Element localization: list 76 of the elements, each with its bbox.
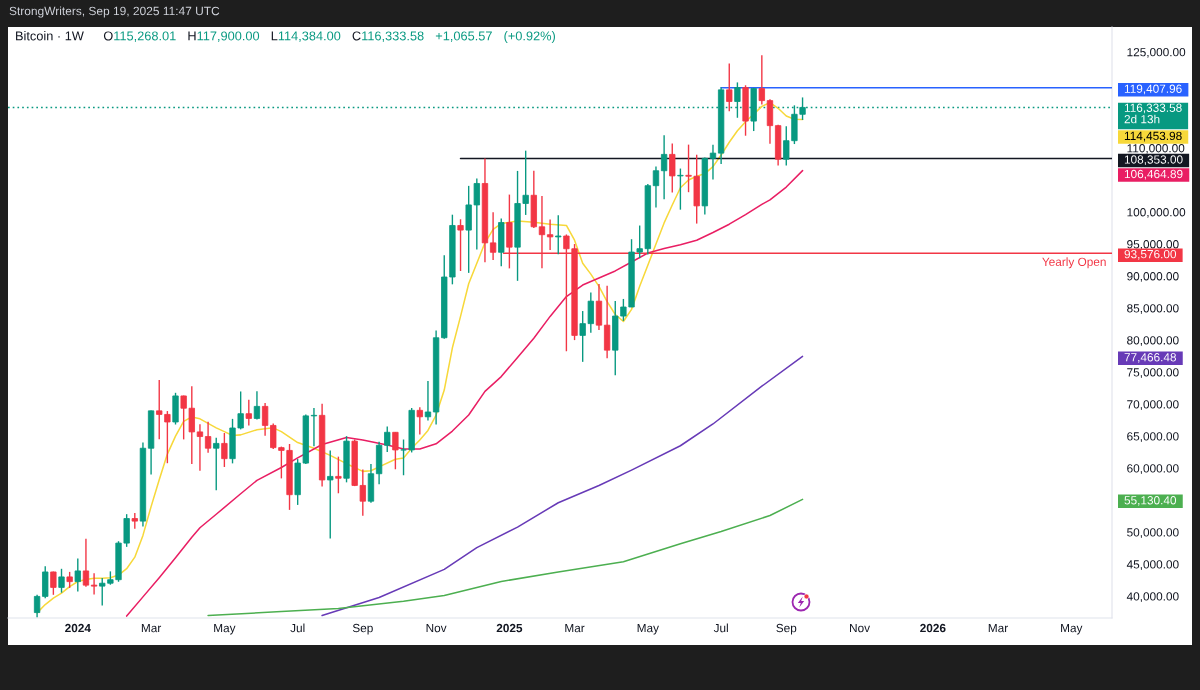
x-tick-label: Nov <box>850 623 871 633</box>
x-tick-label: Mar <box>565 623 585 633</box>
candlestick <box>669 142 676 194</box>
candlestick <box>677 167 684 211</box>
x-tick-label: 2025 <box>496 623 523 633</box>
series-label: Yearly Open <box>1042 257 1106 269</box>
y-tick-label: 40,000.00 <box>1126 592 1179 603</box>
candlestick <box>709 143 717 181</box>
y-tick-label: 80,000.00 <box>1127 336 1179 346</box>
candlestick <box>595 283 603 331</box>
y-tick-label: 110,000.00 <box>1127 144 1185 154</box>
line-series <box>321 355 804 617</box>
x-tick-label: May <box>1061 623 1083 635</box>
candlestick <box>221 432 228 468</box>
candlestick <box>424 380 432 422</box>
chart-title: Bitcoin · 1W <box>16 31 84 41</box>
text: 114,453.98 <box>1124 131 1182 142</box>
y-tick-label: 45,000.00 <box>1126 560 1179 570</box>
candlestick <box>310 407 318 447</box>
candlestick <box>660 134 668 200</box>
candlestick <box>758 54 765 106</box>
candlestick <box>327 449 334 540</box>
x-tick-label: Sep <box>776 623 797 635</box>
y-tick-label: 75,000.00 <box>1127 368 1179 378</box>
candlestick <box>457 218 464 272</box>
data-label: 119,407.96 <box>1124 84 1182 95</box>
y-tick-label: 70,000.00 <box>1127 400 1179 410</box>
candlestick <box>196 423 204 472</box>
text: StrongWriters, Sep 19, 2025 11:47 UTC <box>9 6 220 18</box>
candlestick <box>90 572 98 596</box>
candlestick <box>392 431 399 470</box>
x-tick-label: Mar <box>988 623 1008 633</box>
candlestick <box>33 593 41 618</box>
candlestick <box>58 568 65 594</box>
candlestick <box>652 165 660 209</box>
data-label: 108,353.00 <box>1124 155 1183 166</box>
line-series <box>125 169 804 617</box>
text: 106,464.89 <box>1124 169 1183 180</box>
y-tick-label: 65,000.00 <box>1127 432 1179 442</box>
x-tick-label: 2024 <box>65 623 91 633</box>
candlestick <box>245 399 252 427</box>
candlestick <box>50 570 57 596</box>
y-tick-label: 60,000.00 <box>1127 464 1179 474</box>
y-tick-label: 50,000.00 <box>1127 528 1179 538</box>
candlestick <box>82 538 90 588</box>
x-tick-label: Mar <box>141 623 162 633</box>
candlestick <box>555 214 562 256</box>
x-tick-label: Jul <box>713 623 728 633</box>
line-series <box>207 498 804 617</box>
text: 55,130.40 <box>1124 496 1177 506</box>
y-tick-label: 125,000.00 <box>1127 48 1186 58</box>
candlestick <box>74 557 81 593</box>
candlestick <box>384 425 391 453</box>
x-tick-label: Sep <box>352 623 373 635</box>
y-tick-label: 85,000.00 <box>1127 304 1179 314</box>
y-tick-label: 100,000.00 <box>1127 208 1186 218</box>
text: 77,466.48 <box>1124 353 1177 363</box>
x-tick-label: May <box>214 623 236 635</box>
candlestick <box>335 455 342 494</box>
x-tick-label: Nov <box>426 623 447 633</box>
candlestick <box>213 437 220 491</box>
candlestick <box>204 421 212 454</box>
y-tick-label: 95,000.00 <box>1127 240 1179 250</box>
x-tick-label: Jul <box>290 623 305 633</box>
x-tick-label: May <box>637 623 659 635</box>
text: O115,268.01 H117,900.00 L114,384.00 C116,333.58 +1,065.57 (+0.92%) <box>103 31 555 43</box>
candlestick <box>253 390 261 421</box>
ref-line-label: 116,333.58 2d 13h <box>1124 103 1182 124</box>
candlestick <box>416 406 423 436</box>
data-label: 93,576.00 <box>1124 249 1177 260</box>
candlestick <box>726 62 733 112</box>
candlestick <box>261 402 269 437</box>
candlestick <box>546 218 554 251</box>
candlestick <box>489 211 497 261</box>
x-tick-label: 2026 <box>920 623 946 633</box>
y-tick-label: 90,000.00 <box>1127 272 1179 282</box>
